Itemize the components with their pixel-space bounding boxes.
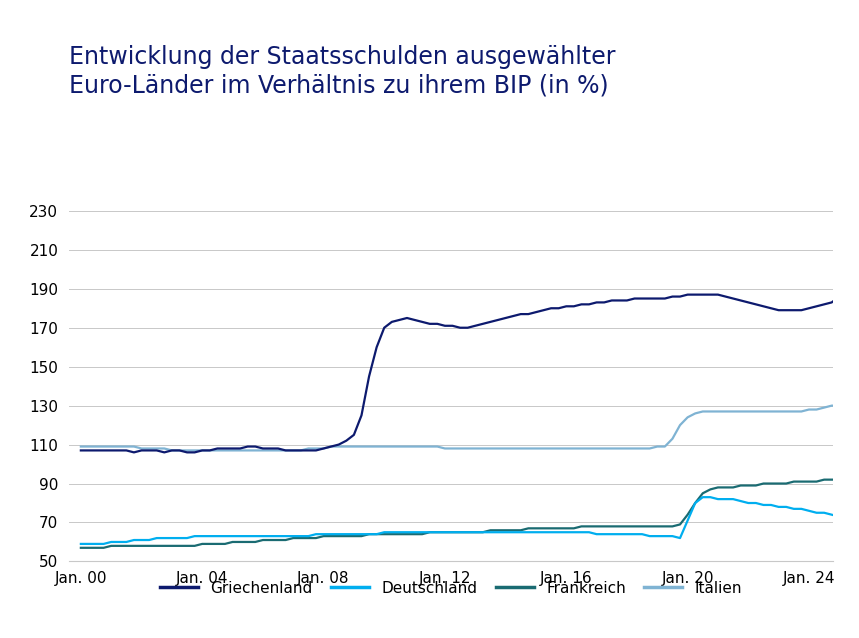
Italien bbox=[637, 445, 648, 452]
Italien bbox=[167, 447, 177, 454]
Griechenland bbox=[584, 300, 594, 308]
Griechenland bbox=[273, 445, 283, 452]
Line: Frankreich: Frankreich bbox=[81, 441, 859, 548]
Frankreich bbox=[137, 542, 147, 550]
Italien bbox=[76, 443, 86, 450]
Italien bbox=[614, 445, 624, 452]
Frankreich bbox=[182, 542, 192, 550]
Griechenland bbox=[326, 443, 336, 450]
Line: Deutschland: Deutschland bbox=[81, 497, 859, 544]
Italien bbox=[295, 447, 306, 454]
Frankreich bbox=[113, 542, 124, 550]
Griechenland bbox=[129, 449, 139, 456]
Deutschland bbox=[698, 493, 708, 501]
Legend: Griechenland, Deutschland, Frankreich, Italien: Griechenland, Deutschland, Frankreich, I… bbox=[154, 575, 748, 602]
Text: Entwicklung der Staatsschulden ausgewählter
Euro-Länder im Verhältnis zu ihrem B: Entwicklung der Staatsschulden ausgewähl… bbox=[69, 45, 615, 98]
Line: Italien: Italien bbox=[81, 355, 859, 450]
Griechenland bbox=[76, 447, 86, 454]
Line: Griechenland: Griechenland bbox=[81, 250, 859, 452]
Italien bbox=[766, 408, 777, 415]
Deutschland bbox=[76, 540, 86, 548]
Frankreich bbox=[599, 523, 609, 530]
Deutschland bbox=[576, 528, 587, 536]
Deutschland bbox=[311, 530, 321, 538]
Deutschland bbox=[432, 528, 442, 536]
Deutschland bbox=[470, 528, 480, 536]
Frankreich bbox=[265, 536, 276, 544]
Griechenland bbox=[705, 291, 716, 299]
Griechenland bbox=[796, 306, 807, 314]
Italien bbox=[151, 445, 161, 452]
Frankreich bbox=[76, 544, 86, 552]
